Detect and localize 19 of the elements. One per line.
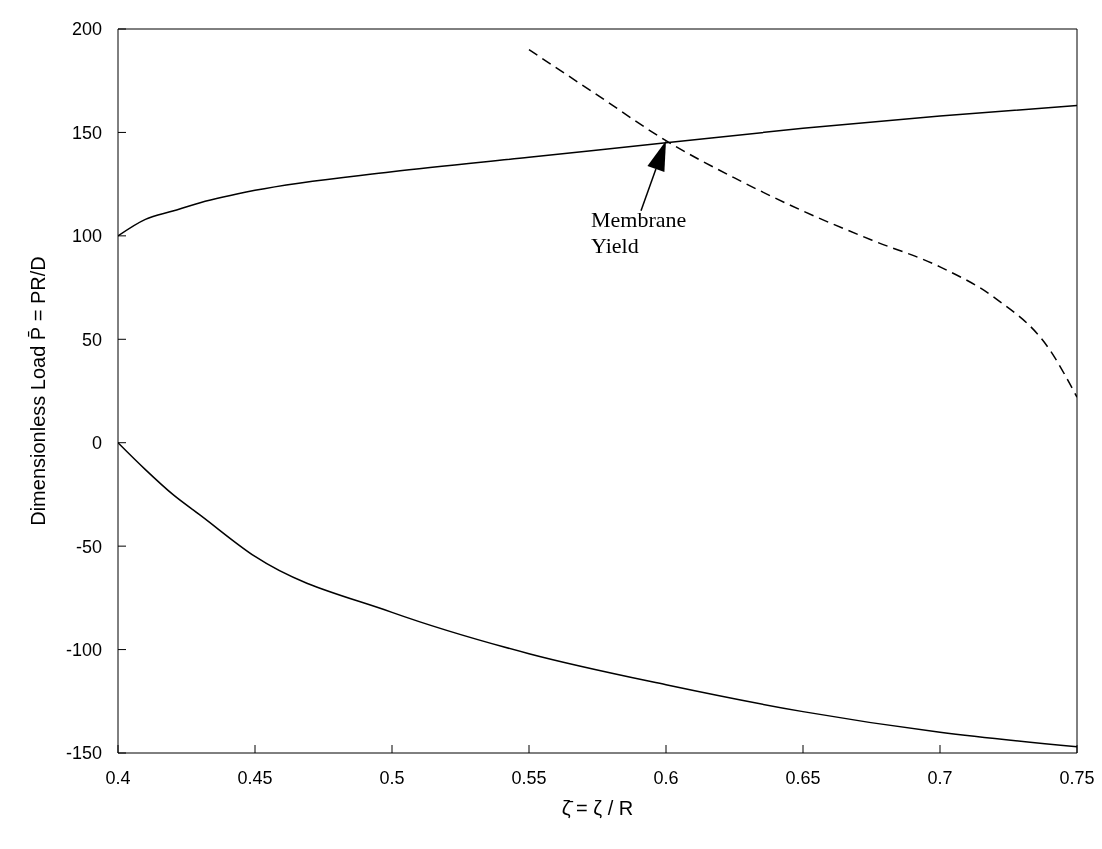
y-tick-label: 150 bbox=[71, 122, 102, 143]
y-tick-label: 0 bbox=[91, 433, 102, 454]
x-tick-label: 0.4 bbox=[105, 767, 131, 788]
y-tick-label: -100 bbox=[65, 639, 102, 660]
x-tick-label: 0.55 bbox=[511, 767, 547, 788]
y-axis-title: Dimensionless Load P̄ = PR/D bbox=[27, 256, 50, 526]
x-axis-title: ζ̄ = ζ / R bbox=[561, 797, 634, 819]
y-tick-label: 200 bbox=[71, 19, 102, 40]
x-tick-label: 0.6 bbox=[653, 767, 679, 788]
y-tick-label: 50 bbox=[81, 329, 102, 350]
y-tick-label: -50 bbox=[75, 536, 102, 557]
x-tick-label: 0.5 bbox=[379, 767, 405, 788]
annotation: Membrane Yield bbox=[591, 206, 687, 258]
x-tick-label: 0.45 bbox=[237, 767, 273, 788]
x-tick-label: 0.7 bbox=[927, 767, 953, 788]
y-tick-label: 100 bbox=[71, 226, 102, 247]
x-tick-label: 0.65 bbox=[785, 767, 821, 788]
y-tick-label: -150 bbox=[65, 743, 102, 764]
x-tick-label: 0.75 bbox=[1059, 767, 1095, 788]
